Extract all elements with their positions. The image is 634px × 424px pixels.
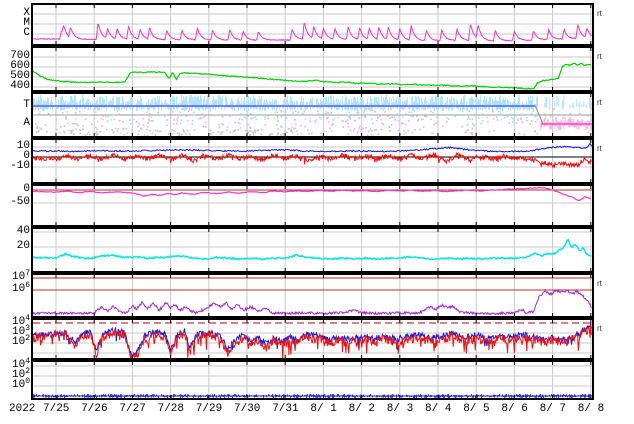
panel-plot-electron bbox=[33, 320, 592, 358]
x-tick-day: 7/25 bbox=[43, 403, 70, 415]
x-tick-day: 7/27 bbox=[119, 403, 146, 415]
y-tick-density: 20 bbox=[16, 240, 30, 252]
panel-windspeed bbox=[33, 48, 592, 90]
y-tick-background: 100 bbox=[11, 377, 30, 391]
y-tick-proton: 106 bbox=[11, 281, 30, 295]
y-tick-windspeed: 700 bbox=[10, 50, 30, 62]
y-tick-windspeed: 500 bbox=[10, 70, 30, 82]
x-tick-day: 7/31 bbox=[272, 403, 299, 415]
x-tick-day: 8/ 1 bbox=[310, 403, 337, 415]
y-tick-electron: 104 bbox=[11, 314, 30, 328]
x-tick-day: 8/ 3 bbox=[386, 403, 414, 415]
y-tick-windspeed: 400 bbox=[10, 80, 30, 92]
y-tick-windspeed: 600 bbox=[10, 60, 30, 72]
y-tick-electron: 103 bbox=[11, 324, 30, 338]
y-tick-dst: -50 bbox=[10, 196, 30, 208]
y-tick-density: 40 bbox=[16, 225, 30, 237]
panel-plot-proton bbox=[33, 275, 592, 316]
series-electron-red bbox=[33, 324, 592, 358]
x-tick-day: 8/ 5 bbox=[463, 403, 490, 415]
y-tick-imf-b: 0 bbox=[23, 150, 30, 162]
panel-plot-windspeed bbox=[33, 48, 592, 90]
rt-badge-electron: rt bbox=[597, 324, 602, 333]
y-tick-background: 104 bbox=[11, 357, 30, 371]
series-density-a bbox=[33, 238, 592, 261]
series-goes-xray bbox=[33, 22, 592, 43]
series-imf-bz bbox=[33, 151, 592, 169]
x-tick-day: 7/28 bbox=[157, 403, 184, 415]
panel-plot-background bbox=[33, 362, 592, 398]
panel-background bbox=[33, 362, 592, 398]
panel-plot-imf-b bbox=[33, 140, 592, 182]
series-wind-speed bbox=[33, 62, 592, 90]
y-tick-dst: 0 bbox=[23, 183, 30, 195]
panel-plot-xray bbox=[33, 5, 592, 44]
x-tick-day: 7/26 bbox=[81, 403, 108, 415]
y-tick-xray: X bbox=[23, 7, 30, 19]
y-tick-proton: 107 bbox=[11, 269, 30, 283]
y-tick-imf-b: -10 bbox=[10, 160, 30, 172]
x-tick-day: 7/29 bbox=[195, 403, 223, 415]
y-tick-xray: C bbox=[23, 27, 30, 39]
x-tick-day: 8/ 4 bbox=[425, 403, 452, 415]
y-tick-electron: 102 bbox=[11, 334, 30, 348]
series-proton-flux bbox=[33, 288, 592, 316]
panel-density bbox=[33, 229, 592, 271]
rt-badge-xray: rt bbox=[597, 9, 602, 18]
y-tick-xray: M bbox=[23, 17, 30, 29]
panel-proton bbox=[33, 275, 592, 316]
rt-badge-imf-b: rt bbox=[597, 144, 602, 153]
rt-badge-sector: rt bbox=[597, 98, 602, 107]
rt-badge-windspeed: rt bbox=[597, 52, 602, 61]
rt-badge-proton: rt bbox=[597, 279, 602, 288]
panel-plot-dst bbox=[33, 186, 592, 225]
x-tick-day: 8/ 6 bbox=[501, 403, 528, 415]
y-tick-sector: T bbox=[23, 99, 30, 111]
y-tick-sector: A bbox=[23, 117, 30, 129]
x-tick-day: 8/ 8 bbox=[577, 403, 605, 415]
y-tick-imf-b: 10 bbox=[16, 140, 30, 152]
panel-plot-sector bbox=[33, 94, 592, 136]
y-tick-background: 102 bbox=[11, 367, 30, 381]
series-dst-index bbox=[33, 186, 592, 202]
series-sector-transition bbox=[534, 105, 544, 125]
x-tick-day: 8/ 7 bbox=[539, 403, 566, 415]
series-imf-bt bbox=[33, 142, 592, 153]
panel-plot-density bbox=[33, 229, 592, 271]
x-tick-day: 7/30 bbox=[234, 403, 261, 415]
x-axis-year: 2022 bbox=[9, 403, 36, 415]
x-tick-day: 8/ 2 bbox=[348, 403, 375, 415]
